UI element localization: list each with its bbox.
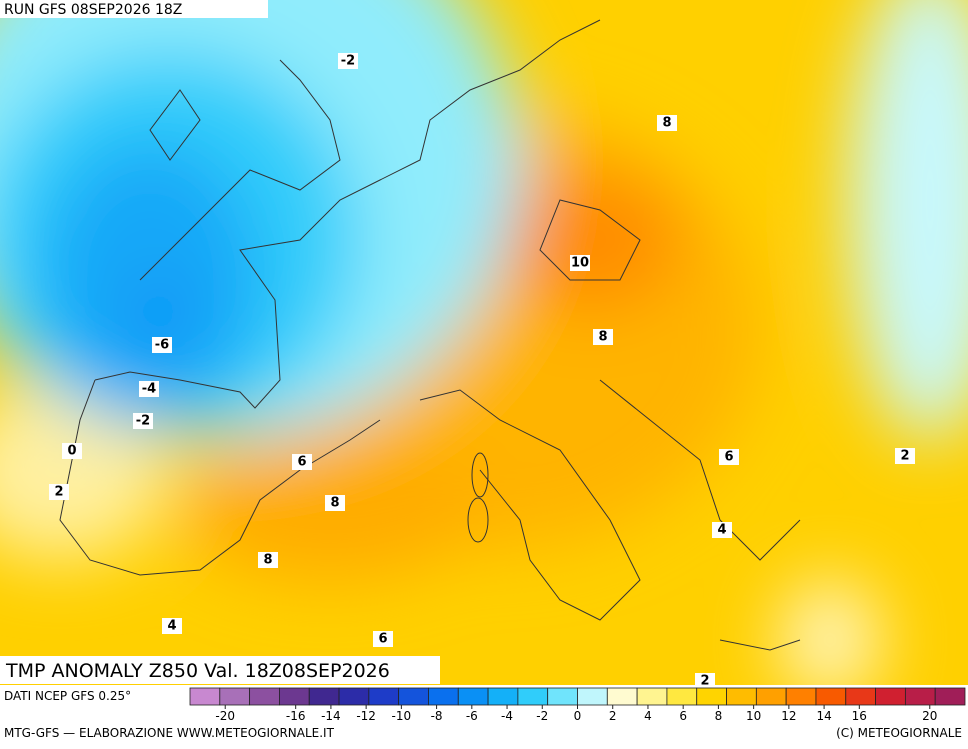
contour-label-box [325,495,345,511]
colorbar-tick-label: 10 [746,709,761,723]
title-box [0,656,440,684]
colorbar-tick-label: -14 [321,709,341,723]
source-label: DATI NCEP GFS 0.25° [4,689,131,703]
contour-label-box [895,448,915,464]
colorbar-swatch [249,687,280,706]
colorbar-swatch [487,687,519,706]
colorbar-swatch [547,687,578,706]
contour-label: 6 [378,632,387,647]
colorbar-swatch [755,687,787,706]
contour-label-box [139,381,159,397]
colorbar-swatch [398,687,429,706]
contour-label-box [62,443,82,459]
colorbar-swatch [845,687,876,706]
contour-label: 0 [67,444,76,459]
contour-label: -2 [341,54,355,69]
contour-label: 6 [297,455,306,470]
colorbar-swatch [457,687,489,706]
contour-label: 6 [724,450,733,465]
colorbar-swatch [428,687,459,706]
map-field [0,0,968,685]
contour-label: 8 [662,116,671,131]
contour-label-box [152,337,172,353]
contour-label-box [657,115,677,131]
colorbar-tick-label: 8 [715,709,723,723]
colorbar-swatch [577,687,608,706]
colorbar-swatch [279,687,310,706]
copyright-label: (C) METEOGIORNALE [836,726,962,740]
colorbar-swatch [219,687,251,706]
contour-label: 8 [330,496,339,511]
contour-label: 2 [900,449,909,464]
credit-label: MTG-GFS — ELABORAZIONE WWW.METEOGIORNALE… [4,726,335,740]
colorbar-tick-label: 6 [679,709,687,723]
colorbar: -20 -16 -14 -12 -10 -8 -6 -4 -2 0 2 4 6 8 10 12 14 16 20 [189,687,966,723]
colorbar-tick-label: 16 [852,709,867,723]
contour-label: -6 [155,338,169,353]
colorbar-swatch [785,687,817,706]
contour-label-box [712,522,732,538]
contour-label-box [292,454,312,470]
contour-label: 2 [54,485,63,500]
colorbar-tick-label: 20 [922,709,937,723]
contour-label-box [570,255,590,271]
colorbar-swatch [636,687,668,706]
contour-label-box [593,329,613,345]
contour-label-box [162,618,182,634]
colorbar-tick-label: -6 [466,709,478,723]
contour-label-box [719,449,739,465]
colorbar-swatch [726,687,757,706]
colorbar-swatch [875,687,906,706]
colorbar-tick-label: -4 [501,709,513,723]
colorbar-tick-label: 2 [609,709,617,723]
run-label: RUN GFS 08SEP2026 18Z [4,2,182,18]
colorbar-tick-label: -20 [215,709,235,723]
contour-label-box [695,673,715,689]
map-title: TMP ANOMALY Z850 Val. 18Z08SEP2026 [5,660,390,682]
colorbar-swatch [308,687,340,706]
contour-label-box [373,631,393,647]
contour-label-box [258,552,278,568]
colorbar-swatch [934,687,966,706]
contour-label: -4 [142,382,156,397]
colorbar-tick-label: 4 [644,709,652,723]
contour-label: 4 [717,523,726,538]
colorbar-swatch [815,687,847,706]
colorbar-tick-label: 12 [781,709,796,723]
colorbar-swatch [517,687,549,706]
colorbar-tick-label: -12 [356,709,376,723]
contour-label-box [49,484,69,500]
colorbar-swatch [904,687,936,706]
colorbar-tick-label: -8 [431,709,443,723]
colorbar-tick-label: -10 [392,709,412,723]
colorbar-swatch [696,687,727,706]
contour-label: 8 [598,330,607,345]
contour-label-box [133,413,153,429]
colorbar-tick-label: -2 [536,709,548,723]
colorbar-tick-label: -16 [286,709,306,723]
colorbar-tick-label: 0 [574,709,582,723]
contour-label: 2 [700,674,709,689]
colorbar-swatch [189,687,221,706]
contour-labels: -2 8 10 -6 -4 -2 8 0 6 2 6 2 8 8 4 4 6 2 [49,53,915,689]
contour-label: 10 [571,256,589,271]
colorbar-swatch [666,687,698,706]
colorbar-swatch [338,687,370,706]
contour-label: 8 [263,553,272,568]
colorbar-swatch [606,687,638,706]
contour-label-box [338,53,358,69]
contour-label: 4 [167,619,176,634]
header-box [0,0,268,18]
contour-label: -2 [136,414,150,429]
colorbar-tick-label: 14 [816,709,831,723]
colorbar-swatch [368,687,400,706]
